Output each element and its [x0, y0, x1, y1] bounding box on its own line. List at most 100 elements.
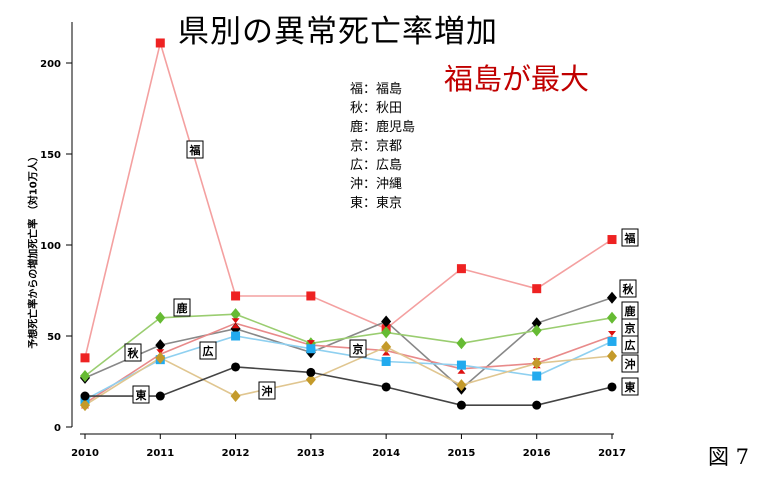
series-tag-box	[619, 279, 637, 298]
x-tick-label: 2010	[71, 448, 99, 459]
data-point	[231, 318, 240, 329]
series-tag-box	[258, 381, 276, 400]
series-line	[84, 39, 613, 358]
figure-label: 図 7	[708, 445, 750, 469]
abbreviation-key-item: 鹿：鹿児島	[350, 120, 416, 135]
data-point	[80, 353, 90, 363]
data-point	[532, 371, 542, 381]
series-tag-box	[621, 335, 639, 354]
series-tag-box	[124, 343, 142, 362]
series-tag-box	[349, 339, 367, 358]
abbreviation-key-item: 秋：秋田	[350, 101, 403, 116]
data-point	[531, 324, 542, 337]
y-tick-label: 200	[40, 59, 61, 70]
data-point	[306, 367, 316, 377]
data-point	[80, 370, 90, 383]
data-point	[231, 331, 241, 341]
series-line	[84, 313, 613, 377]
data-point	[456, 400, 466, 410]
series-tag-label: 東	[136, 388, 148, 402]
series-tag-box	[621, 377, 639, 396]
data-point	[456, 360, 466, 370]
y-tick-label: 0	[54, 423, 61, 434]
data-point	[532, 284, 542, 294]
x-tick-label: 2017	[598, 448, 626, 459]
x-tick-label: 2015	[448, 448, 476, 459]
series-tag-label: 広	[203, 344, 214, 358]
series-line	[84, 322, 613, 404]
data-point	[230, 308, 241, 321]
series-tag-box	[199, 341, 217, 360]
series-tag-label: 沖	[625, 357, 636, 371]
series-tag-label: 福	[624, 231, 636, 245]
x-tick-label: 2014	[372, 448, 400, 459]
series-line	[84, 297, 613, 390]
series-tag-label: 広	[625, 338, 636, 352]
series-tag-label: 秋	[128, 346, 140, 360]
series-tag-label: 秋	[623, 282, 635, 296]
data-point	[155, 38, 165, 48]
y-axis-label: 予想死亡率からの増加死亡率 （対10万人）	[28, 151, 40, 349]
data-point	[306, 344, 316, 354]
x-tick-label: 2011	[146, 448, 174, 459]
data-point	[231, 362, 241, 372]
data-point	[155, 351, 166, 364]
y-tick-label: 50	[47, 332, 61, 343]
series-tag-label: 鹿	[625, 304, 636, 318]
chart-series	[80, 38, 617, 412]
chart-title: 県別の異常死亡率増加	[178, 14, 498, 50]
data-point	[381, 315, 392, 328]
data-point	[607, 291, 617, 304]
data-point	[231, 291, 241, 301]
data-point	[531, 317, 542, 330]
y-tick-label: 100	[40, 241, 61, 252]
series-line	[84, 335, 613, 401]
data-point	[155, 391, 165, 401]
series-tag-label: 鹿	[177, 301, 188, 315]
data-point	[305, 373, 316, 386]
data-point	[532, 400, 542, 410]
series-tag-label: 東	[625, 380, 637, 394]
data-point	[607, 311, 617, 324]
data-point	[456, 264, 466, 274]
series-tag-box	[173, 298, 191, 317]
data-point	[80, 391, 90, 401]
abbreviation-key-item: 広：広島	[350, 158, 403, 173]
data-point	[230, 390, 241, 403]
series-tag-label: 京	[353, 342, 364, 356]
series-tag-box	[621, 354, 639, 373]
series-tag-label: 京	[625, 321, 636, 335]
y-tick-label: 150	[40, 150, 61, 161]
series-line	[84, 346, 613, 406]
abbreviation-key-item: 沖：沖縄	[350, 177, 403, 192]
abbreviation-key-item: 東：東京	[350, 196, 403, 211]
chart-axes: 0 50 100 150 200 2010 2011 2012 2013 2014 2015 2016…	[40, 22, 626, 459]
data-point	[381, 356, 391, 366]
data-point	[381, 326, 392, 339]
series-tag-label: 沖	[262, 384, 273, 398]
data-point	[80, 399, 90, 412]
data-point	[607, 382, 617, 392]
data-point	[456, 379, 467, 392]
series-tag-label: 福	[189, 143, 201, 157]
x-tick-label: 2012	[222, 448, 250, 459]
abbreviation-key: 福：福島 秋：秋田 鹿：鹿児島 京：京都 広：広島 沖：沖縄 東：東京	[350, 80, 415, 213]
abbreviation-key-item: 福：福島	[350, 82, 403, 97]
data-point	[531, 357, 542, 370]
data-point	[381, 340, 392, 353]
series-line	[85, 366, 613, 407]
chart-subtitle: 福島が最大	[444, 62, 590, 96]
data-point	[155, 311, 166, 324]
data-point	[306, 291, 316, 301]
series-tag-box	[186, 140, 204, 159]
x-tick-label: 2016	[523, 448, 551, 459]
abbreviation-key-item: 京：京都	[350, 139, 403, 154]
x-tick-label: 2013	[297, 448, 325, 459]
data-point	[607, 336, 617, 346]
data-point	[607, 350, 617, 363]
series-tag-box	[132, 385, 150, 404]
data-point	[456, 337, 467, 350]
series-tag-box	[621, 228, 639, 247]
